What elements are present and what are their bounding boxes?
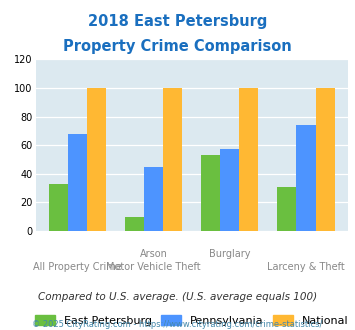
Bar xyxy=(201,155,220,231)
Bar xyxy=(163,88,182,231)
Bar xyxy=(220,149,239,231)
Text: Compared to U.S. average. (U.S. average equals 100): Compared to U.S. average. (U.S. average … xyxy=(38,292,317,302)
Legend: East Petersburg, Pennsylvania, National: East Petersburg, Pennsylvania, National xyxy=(36,315,348,326)
Text: All Property Crime: All Property Crime xyxy=(33,262,122,272)
Bar xyxy=(296,125,316,231)
Bar xyxy=(68,134,87,231)
Bar xyxy=(87,88,106,231)
Text: 2018 East Petersburg: 2018 East Petersburg xyxy=(88,14,267,29)
Bar xyxy=(277,187,296,231)
Text: Property Crime Comparison: Property Crime Comparison xyxy=(63,39,292,54)
Bar xyxy=(49,184,68,231)
Bar xyxy=(144,167,163,231)
Text: Burglary: Burglary xyxy=(209,249,251,259)
Text: Arson: Arson xyxy=(140,249,168,259)
Bar xyxy=(239,88,258,231)
Text: Larceny & Theft: Larceny & Theft xyxy=(267,262,345,272)
Text: © 2025 CityRating.com - https://www.cityrating.com/crime-statistics/: © 2025 CityRating.com - https://www.city… xyxy=(32,320,323,329)
Text: Motor Vehicle Theft: Motor Vehicle Theft xyxy=(106,262,201,272)
Bar xyxy=(125,217,144,231)
Bar xyxy=(316,88,334,231)
